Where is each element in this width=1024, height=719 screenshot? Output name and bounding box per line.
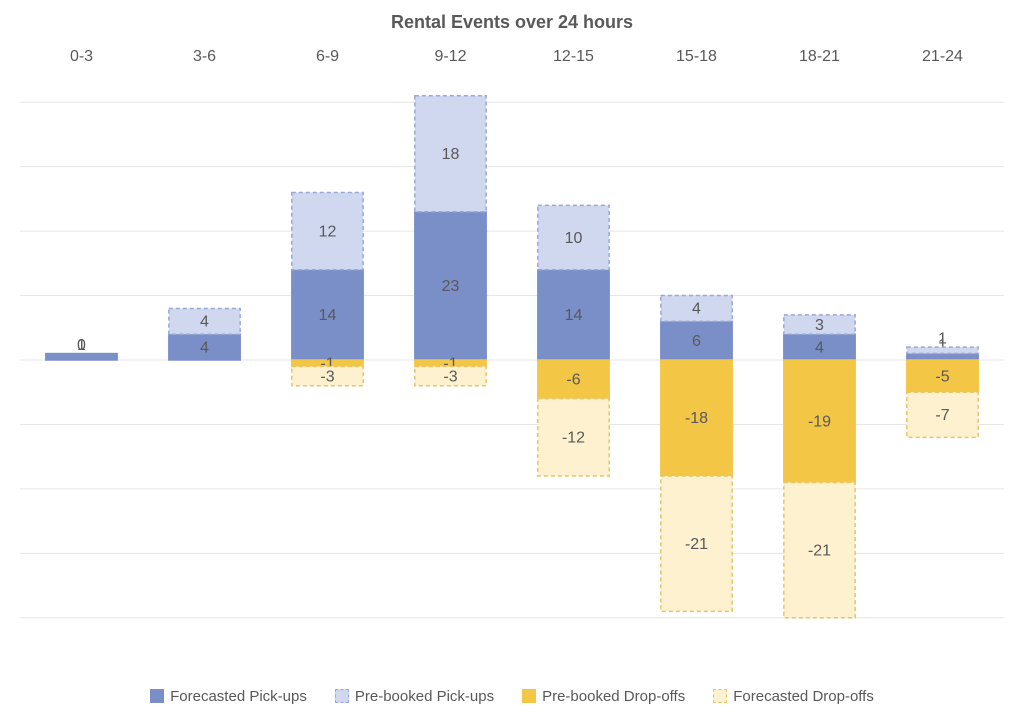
forecasted_dropoffs-label: -21: [808, 542, 831, 559]
prebooked_pickups-label: 0: [77, 337, 86, 354]
chart-plot: 10441412-1-32318-1-31410-6-1264-18-2143-…: [20, 40, 1004, 660]
legend-label: Forecasted Drop-offs: [733, 688, 874, 705]
category-label: 0-3: [20, 48, 143, 66]
legend-swatch: [713, 689, 727, 703]
prebooked_dropoffs-label: -6: [566, 372, 580, 389]
category-label: 12-15: [512, 48, 635, 66]
legend-label: Forecasted Pick-ups: [170, 688, 307, 705]
prebooked_pickups-bar: [907, 347, 978, 353]
legend-item-forecasted_pickups: Forecasted Pick-ups: [150, 688, 307, 705]
prebooked_pickups-label: 4: [200, 314, 209, 331]
prebooked_pickups-label: 10: [565, 230, 583, 247]
legend-swatch: [150, 689, 164, 703]
forecasted_pickups-label: 4: [815, 339, 824, 356]
category-label: 3-6: [143, 48, 266, 66]
category-label: 21-24: [881, 48, 1004, 66]
chart-title: Rental Events over 24 hours: [0, 12, 1024, 33]
forecasted_dropoffs-label: -7: [935, 407, 949, 424]
forecasted_pickups-label: 14: [319, 307, 337, 324]
forecasted_dropoffs-label: -12: [562, 430, 585, 447]
prebooked_dropoffs-label: -19: [808, 413, 831, 430]
prebooked_dropoffs-label: -18: [685, 410, 708, 427]
category-label: 18-21: [758, 48, 881, 66]
forecasted_pickups-label: 6: [692, 333, 701, 350]
forecasted_dropoffs-label: -3: [320, 368, 334, 385]
forecasted_pickups-bar: [46, 354, 117, 360]
forecasted_pickups-label: 14: [565, 307, 583, 324]
legend-item-prebooked_dropoffs: Pre-booked Drop-offs: [522, 688, 685, 705]
prebooked_pickups-label: 3: [815, 317, 824, 334]
legend-swatch: [522, 689, 536, 703]
category-label: 15-18: [635, 48, 758, 66]
legend-label: Pre-booked Pick-ups: [355, 688, 494, 705]
legend-label: Pre-booked Drop-offs: [542, 688, 685, 705]
forecasted_pickups-label: 4: [200, 339, 209, 356]
prebooked_dropoffs-label: -5: [935, 368, 949, 385]
forecasted_dropoffs-label: -21: [685, 536, 708, 553]
forecasted_dropoffs-label: -3: [443, 368, 457, 385]
forecasted_pickups-bar: [907, 354, 978, 360]
prebooked_pickups-label: 18: [442, 146, 460, 163]
category-label: 9-12: [389, 48, 512, 66]
legend-item-forecasted_dropoffs: Forecasted Drop-offs: [713, 688, 874, 705]
prebooked_pickups-label: 1: [938, 330, 947, 347]
legend-swatch: [335, 689, 349, 703]
prebooked_pickups-label: 4: [692, 301, 701, 318]
prebooked_pickups-label: 12: [319, 223, 337, 240]
forecasted_pickups-label: 23: [442, 278, 460, 295]
category-label: 6-9: [266, 48, 389, 66]
legend-item-prebooked_pickups: Pre-booked Pick-ups: [335, 688, 494, 705]
chart-legend: Forecasted Pick-ups Pre-booked Pick-ups Pr…: [0, 688, 1024, 708]
